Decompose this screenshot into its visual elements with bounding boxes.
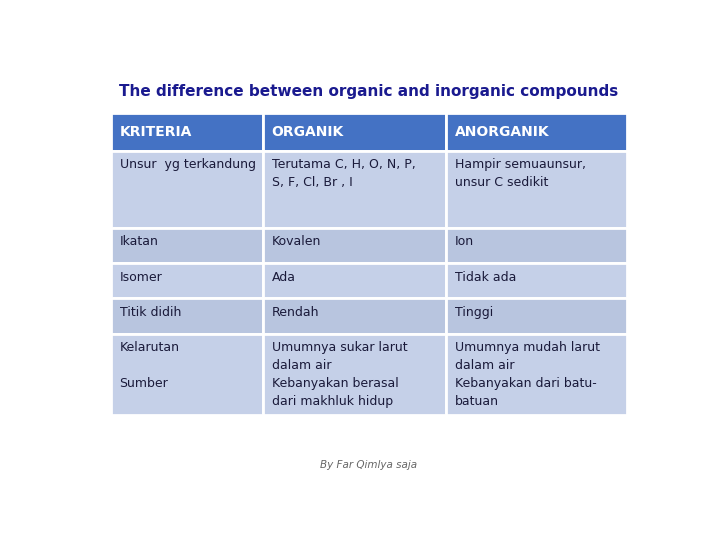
Text: Kelarutan

Sumber: Kelarutan Sumber bbox=[120, 341, 179, 390]
Bar bbox=[264, 228, 446, 263]
Bar bbox=[446, 151, 627, 228]
Text: KRITERIA: KRITERIA bbox=[120, 125, 192, 139]
Text: Unsur  yg terkandung: Unsur yg terkandung bbox=[120, 158, 256, 171]
Text: Ikatan: Ikatan bbox=[120, 235, 158, 248]
Text: Isomer: Isomer bbox=[120, 271, 162, 284]
Bar bbox=[446, 113, 627, 151]
Bar bbox=[111, 151, 264, 228]
Text: Ion: Ion bbox=[455, 235, 474, 248]
Text: Tinggi: Tinggi bbox=[455, 306, 493, 319]
Bar bbox=[264, 113, 446, 151]
Text: Terutama C, H, O, N, P,
S, F, Cl, Br , I: Terutama C, H, O, N, P, S, F, Cl, Br , I bbox=[271, 158, 415, 190]
Bar bbox=[446, 334, 627, 415]
Text: Rendah: Rendah bbox=[271, 306, 319, 319]
Bar bbox=[111, 263, 264, 299]
Bar bbox=[111, 228, 264, 263]
Text: ORGANIK: ORGANIK bbox=[271, 125, 344, 139]
Text: Umumnya mudah larut
dalam air
Kebanyakan dari batu-
batuan: Umumnya mudah larut dalam air Kebanyakan… bbox=[455, 341, 600, 408]
Text: ANORGANIK: ANORGANIK bbox=[455, 125, 549, 139]
Bar bbox=[446, 263, 627, 299]
Text: The difference between organic and inorganic compounds: The difference between organic and inorg… bbox=[120, 84, 618, 98]
Text: Kovalen: Kovalen bbox=[271, 235, 321, 248]
Text: Hampir semuaunsur,
unsur C sedikit: Hampir semuaunsur, unsur C sedikit bbox=[455, 158, 585, 190]
Bar bbox=[264, 299, 446, 334]
Text: Tidak ada: Tidak ada bbox=[455, 271, 516, 284]
Bar bbox=[111, 113, 264, 151]
Text: Ada: Ada bbox=[271, 271, 296, 284]
Bar bbox=[264, 263, 446, 299]
Bar bbox=[264, 334, 446, 415]
Bar bbox=[111, 334, 264, 415]
Bar bbox=[446, 299, 627, 334]
Bar bbox=[446, 228, 627, 263]
Text: Titik didih: Titik didih bbox=[120, 306, 181, 319]
Bar bbox=[111, 299, 264, 334]
Bar bbox=[264, 151, 446, 228]
Text: By Far Qimlya saja: By Far Qimlya saja bbox=[320, 460, 418, 470]
Text: Umumnya sukar larut
dalam air
Kebanyakan berasal
dari makhluk hidup: Umumnya sukar larut dalam air Kebanyakan… bbox=[271, 341, 408, 408]
